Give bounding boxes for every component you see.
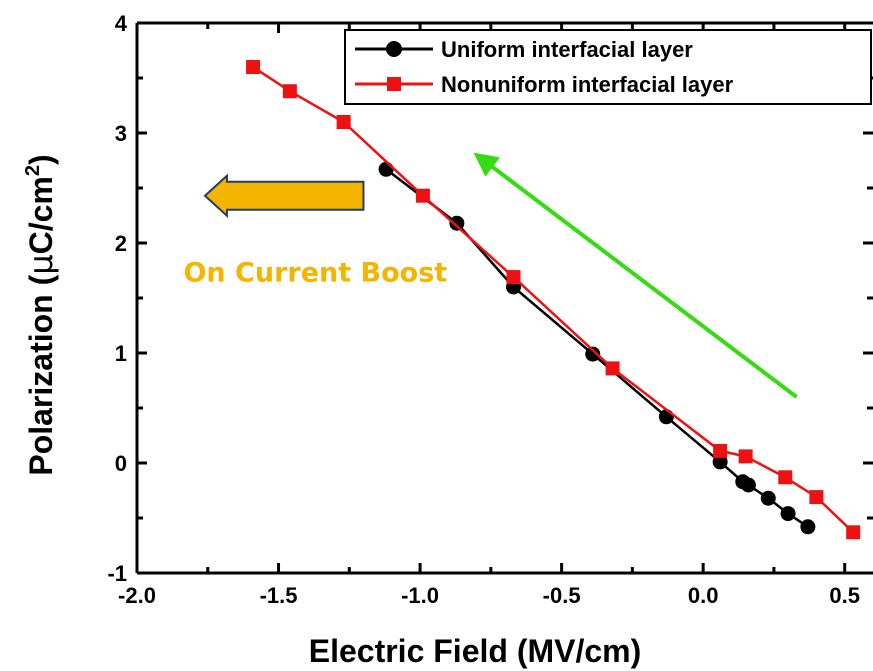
x-tick-label: -1.0 xyxy=(401,583,439,608)
data-point-uniform xyxy=(800,519,816,535)
data-point-uniform xyxy=(378,161,394,177)
x-tick-label: 0.5 xyxy=(829,583,860,608)
data-point-nonuniform xyxy=(778,470,793,485)
y-tick-label: -1 xyxy=(107,561,127,586)
series-layer xyxy=(246,60,861,540)
data-point-uniform xyxy=(760,490,776,506)
series-line-nonuniform xyxy=(252,65,855,534)
y-tick-label: 3 xyxy=(115,121,127,146)
x-axis-title: Electric Field (MV/cm) xyxy=(309,633,642,669)
data-point-uniform xyxy=(585,346,601,362)
y-axis-title-unit: C/cm xyxy=(23,176,59,254)
data-point-uniform xyxy=(449,215,465,231)
y-axis-title-main: Polarization ( xyxy=(23,274,59,475)
legend: Uniform interfacial layer Nonuniform inte… xyxy=(344,29,872,105)
y-axis-title-sup: 2 xyxy=(22,165,44,176)
data-point-nonuniform xyxy=(809,490,824,505)
legend-marker-uniform xyxy=(386,41,402,57)
plot-frame xyxy=(135,21,873,575)
x-tick-label: -0.5 xyxy=(543,583,581,608)
data-point-uniform xyxy=(740,477,756,493)
data-point-nonuniform xyxy=(738,449,753,464)
data-point-uniform xyxy=(658,409,674,425)
data-point-nonuniform xyxy=(605,361,620,376)
data-point-nonuniform xyxy=(506,270,521,285)
data-point-nonuniform xyxy=(846,525,861,540)
data-point-nonuniform xyxy=(336,115,351,129)
data-point-nonuniform xyxy=(246,60,261,74)
legend-label-nonuniform: Nonuniform interfacial layer xyxy=(441,72,734,97)
current-boost-label: On Current Boost xyxy=(183,258,447,289)
legend-box xyxy=(344,29,872,105)
y-axis-title-close: ) xyxy=(23,154,59,165)
axis-ticks: -2.0 -1.5 -1.0 -0.5 0.0 0.5 -1 0 1 2 3 4 xyxy=(107,11,873,608)
x-tick-label: -2.0 xyxy=(118,583,156,608)
y-tick-label: 4 xyxy=(115,11,128,36)
data-point-nonuniform xyxy=(282,84,297,99)
current-boost-arrow xyxy=(203,173,365,218)
annotations: On Current Boost xyxy=(183,152,798,399)
y-axis-title: Polarization (μC/cm2) xyxy=(22,154,60,475)
data-point-nonuniform xyxy=(713,443,728,458)
y-tick-label: 1 xyxy=(115,341,127,366)
data-point-nonuniform xyxy=(415,188,430,203)
x-tick-label: -1.5 xyxy=(260,583,298,608)
y-tick-label: 2 xyxy=(115,231,127,256)
legend-label-uniform: Uniform interfacial layer xyxy=(441,37,693,62)
x-tick-label: 0.0 xyxy=(688,583,719,608)
y-axis-title-mu: μ xyxy=(22,254,60,274)
y-tick-label: 0 xyxy=(115,451,127,476)
data-point-uniform xyxy=(780,506,796,522)
legend-marker-nonuniform xyxy=(387,77,401,91)
data-point-uniform xyxy=(712,454,728,470)
sweep-direction-arrow xyxy=(473,152,798,399)
